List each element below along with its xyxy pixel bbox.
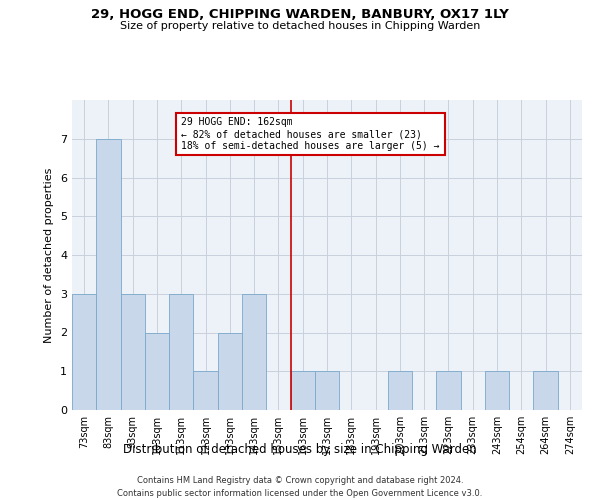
Bar <box>290 371 315 410</box>
Bar <box>72 294 96 410</box>
Bar <box>169 294 193 410</box>
Bar <box>436 371 461 410</box>
Text: 29 HOGG END: 162sqm
← 82% of detached houses are smaller (23)
18% of semi-detach: 29 HOGG END: 162sqm ← 82% of detached ho… <box>181 118 440 150</box>
Text: Distribution of detached houses by size in Chipping Warden: Distribution of detached houses by size … <box>123 442 477 456</box>
Bar <box>121 294 145 410</box>
Bar <box>533 371 558 410</box>
Text: Size of property relative to detached houses in Chipping Warden: Size of property relative to detached ho… <box>120 21 480 31</box>
Bar <box>388 371 412 410</box>
Text: 29, HOGG END, CHIPPING WARDEN, BANBURY, OX17 1LY: 29, HOGG END, CHIPPING WARDEN, BANBURY, … <box>91 8 509 20</box>
Bar <box>218 332 242 410</box>
Bar <box>485 371 509 410</box>
Bar <box>96 138 121 410</box>
Bar <box>315 371 339 410</box>
Bar <box>193 371 218 410</box>
Bar <box>145 332 169 410</box>
Text: Contains HM Land Registry data © Crown copyright and database right 2024.
Contai: Contains HM Land Registry data © Crown c… <box>118 476 482 498</box>
Bar <box>242 294 266 410</box>
Y-axis label: Number of detached properties: Number of detached properties <box>44 168 55 342</box>
